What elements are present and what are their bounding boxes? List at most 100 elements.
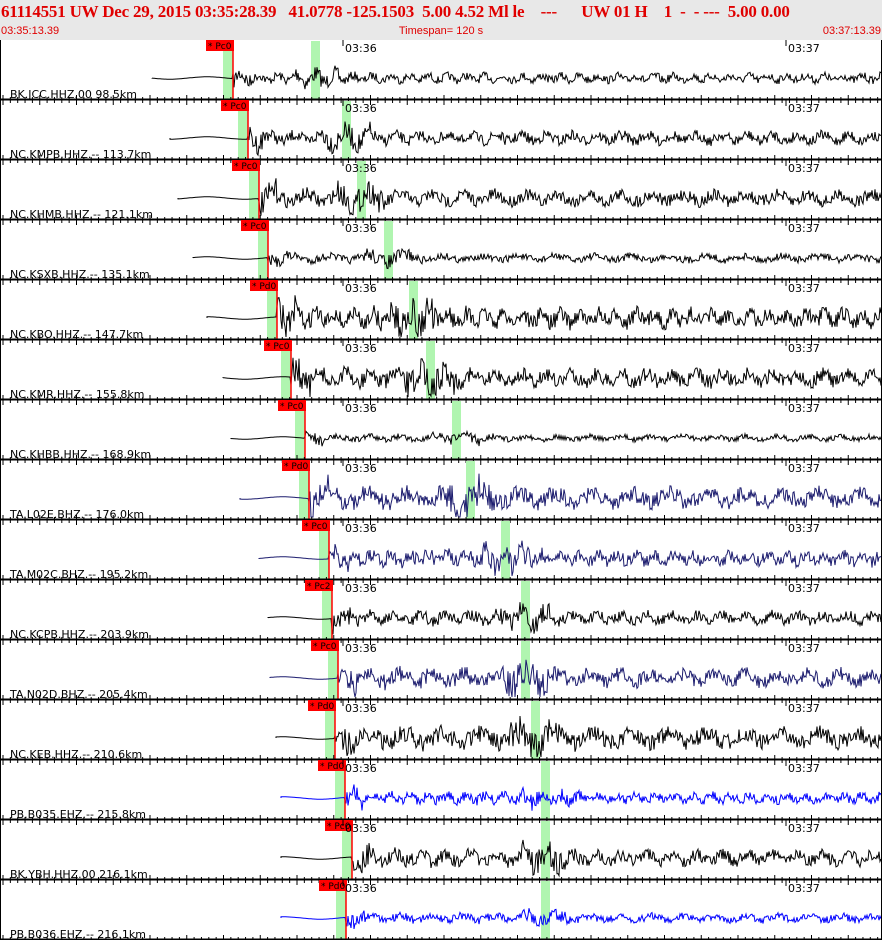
time-mark-label: 03:37 [788,522,820,535]
pick-flag[interactable] [278,400,306,411]
timespan: Timespan= 120 s [398,25,484,37]
time-mark-label: 03:36 [345,702,377,715]
p-window [223,41,233,99]
pick-flag[interactable] [318,760,346,771]
channel-row[interactable]: * Pd0 03:36 03:37 NC.KBO.HHZ.-- 147.7km [0,280,882,345]
waveform-trace [192,247,882,270]
channel-row[interactable]: * Pc0 03:36 03:37 NC.KMR.HHZ.-- 155.8km [0,340,882,405]
p-window [295,401,305,459]
channel-row[interactable]: * Pc0 03:36 03:37 NC.KHMB.HHZ.-- 121.1km [0,160,882,225]
pick-label: * Pc0 [304,522,328,532]
channel-row[interactable]: * Pd0 03:36 03:37 NC.KEB.HHZ.-- 210.6km [0,700,882,765]
time-mark-label: 03:36 [345,402,377,415]
s-window [521,581,530,639]
pick-flag[interactable] [250,280,278,291]
time-mark-label: 03:36 [345,162,377,175]
time-mark-label: 03:36 [345,882,377,895]
channel-row[interactable]: * Pd0 03:36 03:37 PB.B036.EHZ.-- 216.1km [0,880,882,940]
pick-label: * Pd0 [252,282,277,292]
pick-label: * Pd0 [321,882,346,892]
waveform-trace [222,357,882,398]
s-window [501,521,510,579]
time-mark-label: 03:36 [345,822,377,835]
pick-label: * Pd0 [284,462,309,472]
pick-flag[interactable] [325,820,353,831]
station-label: NC.KMR.HHZ.-- 155.8km [10,388,144,401]
station-label: PB.B035.EHZ.-- 215.8km [10,808,146,821]
pick-flag[interactable] [319,880,347,891]
channel-row[interactable]: * Pc2 03:36 03:37 NC.KCPB.HHZ.-- 203.9km [0,580,882,645]
station-label: NC.KBO.HHZ.-- 147.7km [10,328,143,341]
waveform-trace [239,473,882,518]
pick-flag[interactable] [302,520,330,531]
waveform-trace [275,715,882,758]
p-window [267,281,277,339]
p-window [328,641,338,699]
channel-row[interactable]: * Pc0 03:36 03:37 NC.KMPB.HHZ.-- 113.7km [0,100,882,165]
pick-flag[interactable] [206,40,234,51]
pick-label: * Pc0 [266,342,290,352]
channel-row[interactable]: * Pd0 03:36 03:37 TA.L02E.BHZ.-- 176.0km [0,460,882,525]
p-window [336,881,346,939]
channel-row[interactable]: * Pc0 03:36 03:37 NC.KHBB.HHZ.-- 168.9km [0,400,882,465]
station-label: NC.KMPB.HHZ.-- 113.7km [10,148,151,161]
pick-flag[interactable] [221,100,249,111]
pick-label: * Pc0 [243,222,267,232]
pick-flag[interactable] [264,340,292,351]
time-mark-label: 03:36 [345,342,377,355]
pick-label: * Pc0 [223,102,247,112]
p-window [342,821,352,879]
pick-label: * Pc0 [208,42,232,52]
waveform-trace [230,429,882,447]
pick-label: * Pd0 [310,702,335,712]
time-mark-label: 03:37 [788,162,820,175]
station-label: NC.KHMB.HHZ.-- 121.1km [10,208,153,221]
pick-flag[interactable] [241,220,269,231]
channel-row[interactable]: * Pc0 03:36 03:37 NC.KSXB.HHZ.-- 135.1km [0,220,882,285]
station-label: NC.KEB.HHZ.-- 210.6km [10,748,142,761]
s-window [452,401,461,459]
pick-flag[interactable] [308,700,336,711]
time-mark-label: 03:36 [345,282,377,295]
waveform-trace [267,602,882,635]
p-window [258,221,268,279]
s-window [426,341,435,399]
waveform-trace [280,908,882,929]
station-label: NC.KHBB.HHZ.-- 168.9km [10,448,151,461]
p-window [325,701,335,759]
pick-flag[interactable] [311,640,339,651]
time-mark-label: 03:36 [345,762,377,775]
time-mark-label: 03:37 [788,642,820,655]
pick-flag[interactable] [232,160,260,171]
time-mark-label: 03:37 [788,582,820,595]
station-label: BK.JCC.HHZ.00 98.5km [10,88,137,101]
event-header: 61114551 UW Dec 29, 2015 03:35:28.39 41.… [0,0,882,40]
time-mark-label: 03:37 [788,882,820,895]
time-mark-label: 03:37 [788,102,820,115]
station-label: NC.KCPB.HHZ.-- 203.9km [10,628,149,641]
s-window [357,161,366,219]
pick-label: * Pc0 [234,162,258,172]
s-window [541,881,550,939]
p-window [319,521,329,579]
pick-flag[interactable] [282,460,310,471]
time-mark-label: 03:37 [788,462,820,475]
time-mark-label: 03:37 [788,222,820,235]
channel-row[interactable]: * Pc0 03:36 03:37 BK.JCC.HHZ.00 98.5km [0,40,882,105]
p-window [299,461,309,519]
station-label: NC.KSXB.HHZ.-- 135.1km [10,268,150,281]
s-window [531,701,540,759]
channel-row[interactable]: * Pd0 03:36 03:37 PB.B035.EHZ.-- 215.8km [0,760,882,825]
pick-flag[interactable] [305,580,333,591]
p-window [322,581,332,639]
p-window [281,341,291,399]
time-mark-label: 03:37 [788,702,820,715]
waveform-trace [280,784,882,811]
pick-label: * Pc2 [307,582,330,592]
time-mark-label: 03:36 [345,582,377,595]
p-window [335,761,345,819]
